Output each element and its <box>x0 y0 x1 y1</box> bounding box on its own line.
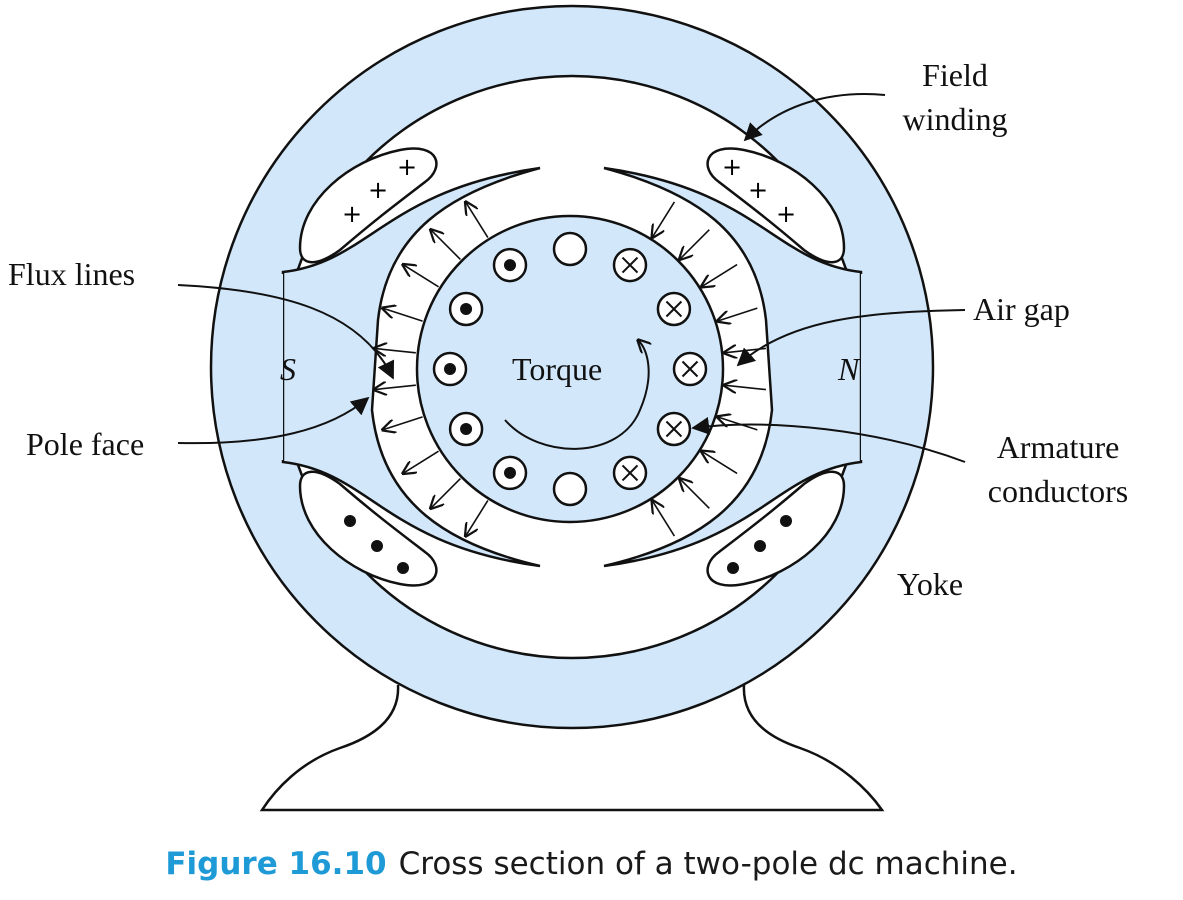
caption-text: Cross section of a two-pole dc machine. <box>398 846 1018 882</box>
north-pole-body <box>603 166 863 568</box>
flux-lines-label: Flux lines <box>8 256 135 292</box>
flux-line <box>383 416 423 430</box>
flux-line <box>701 451 738 475</box>
flux-line <box>701 263 738 287</box>
conductor-current-out <box>432 351 468 387</box>
field-coil-upper-right: + + + <box>706 147 846 264</box>
flux-line <box>374 385 416 389</box>
flux-line <box>403 450 439 473</box>
torque-label: Torque <box>512 351 602 387</box>
flux-line <box>652 500 676 537</box>
cross-mark: + <box>722 153 742 181</box>
yoke-label: Yoke <box>897 566 963 602</box>
flux-line <box>383 308 423 322</box>
north-pole-root <box>861 274 874 460</box>
flux-line <box>724 385 767 389</box>
air-gap-label: Air gap <box>973 291 1070 327</box>
conductor-current-in <box>656 411 692 447</box>
armature-conductors-label-line1: Armature <box>997 429 1120 465</box>
flux-line <box>680 479 710 509</box>
pole-face-leader <box>177 396 370 445</box>
cross-mark: + <box>342 200 362 228</box>
flux-line <box>466 500 489 536</box>
flux-line <box>717 307 758 321</box>
conductor-current-out <box>492 247 528 283</box>
flux-line <box>717 417 758 431</box>
conductor-current-in <box>656 291 692 327</box>
field-coil-lower-left <box>298 470 438 587</box>
flux-lines <box>374 201 767 537</box>
armature-conductors-label-line2: conductors <box>988 473 1128 509</box>
cross-mark: + <box>397 153 417 181</box>
conductor-current-in <box>612 455 648 491</box>
empty-conductor-slot <box>552 231 588 267</box>
south-pole-root <box>270 274 283 460</box>
cross-mark: + <box>776 200 796 228</box>
flux-line <box>431 230 461 260</box>
torque-arrow <box>504 340 649 450</box>
figure-number: Figure 16.10 <box>165 846 387 882</box>
north-pole-label: N <box>837 351 861 387</box>
cross-mark: + <box>368 176 388 204</box>
south-pole-body <box>281 166 541 568</box>
south-pole-label: S <box>280 351 296 387</box>
conductor-current-out <box>492 455 528 491</box>
flux-line <box>431 478 461 509</box>
conductor-current-in <box>612 247 648 283</box>
armature <box>415 214 725 524</box>
air-gap-leader <box>736 309 966 367</box>
conductor-current-in <box>672 351 708 387</box>
dc-machine-diagram: + + + + + + Field winding Flux lines Air… <box>8 4 1128 812</box>
pole-face-label: Pole face <box>26 426 144 462</box>
field-coil-lower-right <box>706 470 846 587</box>
field-coil-upper-left: + + + <box>298 147 438 264</box>
flux-line <box>680 229 710 260</box>
armature-conductors-leader <box>691 416 966 463</box>
field-winding-label-line1: Field <box>922 57 988 93</box>
empty-conductor-slot <box>552 471 588 507</box>
flux-line <box>374 348 416 352</box>
field-winding-label-line2: winding <box>903 101 1008 137</box>
machine-base <box>259 684 885 812</box>
cross-mark: + <box>748 176 768 204</box>
flux-line <box>466 202 489 238</box>
flux-line <box>652 201 676 238</box>
field-winding-leader <box>743 93 886 142</box>
figure-caption: Figure 16.10 Cross section of a two-pole … <box>0 846 1183 882</box>
conductor-current-out <box>448 411 484 447</box>
armature-conductors <box>432 231 708 507</box>
flux-line <box>403 265 439 288</box>
conductor-current-out <box>448 291 484 327</box>
flux-lines-leader <box>177 284 395 380</box>
